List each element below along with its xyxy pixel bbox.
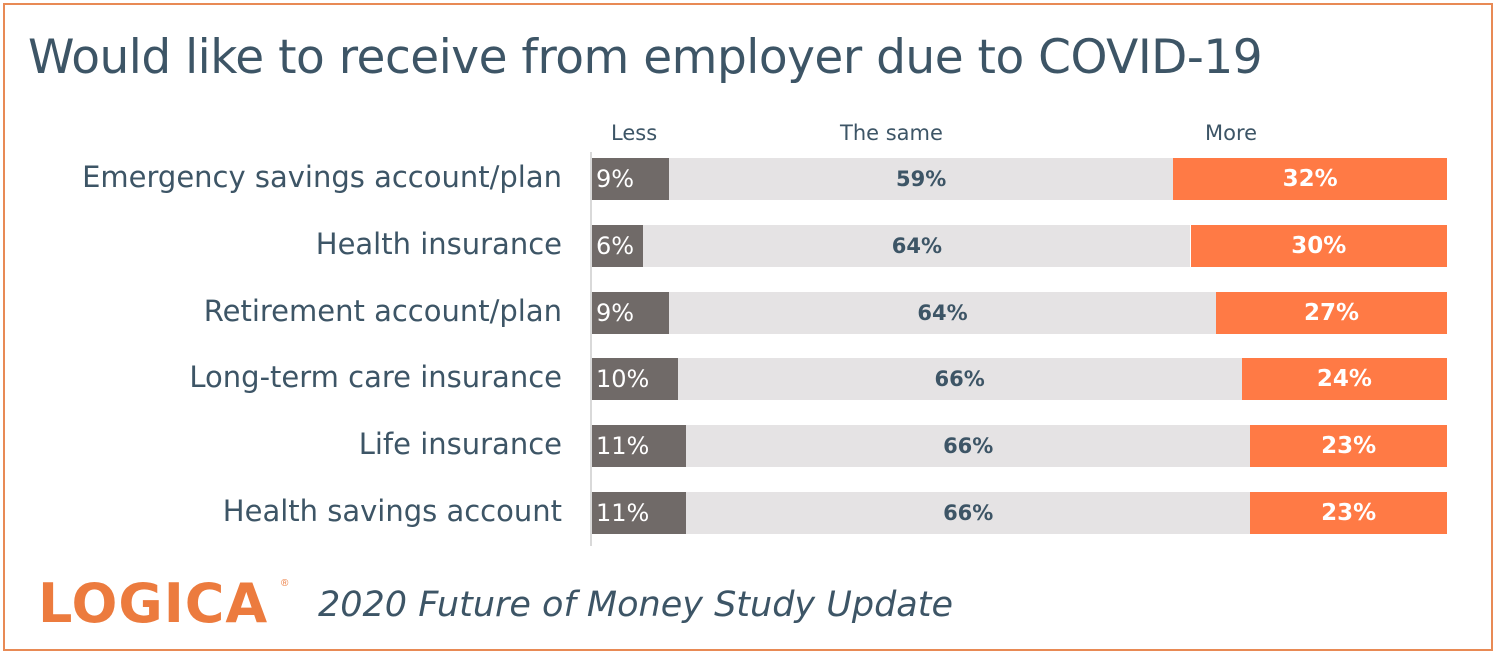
bar-more-health-savings-account: 23%	[1250, 492, 1447, 534]
bar-more-health-insurance: 30%	[1190, 224, 1447, 267]
study-title: 2020 Future of Money Study Update	[318, 585, 954, 625]
logica-logo: LOGICA	[38, 572, 269, 635]
data-label: 66%	[934, 367, 985, 392]
data-label: 30%	[1291, 232, 1347, 259]
bar-more-long-term-care-insurance: 24%	[1241, 358, 1447, 401]
registered-mark: ®	[281, 578, 289, 589]
data-label: 59%	[896, 167, 947, 191]
category-label-emergency-savings-account-plan: Emergency savings account/plan	[82, 160, 562, 194]
data-label: 9%	[596, 298, 635, 327]
bar-less-emergency-savings-account-plan: 9%	[592, 158, 669, 200]
bar-the-same-health-insurance: 64%	[643, 224, 1191, 267]
bar-the-same-long-term-care-insurance: 66%	[677, 358, 1242, 401]
legend-less: Less	[611, 121, 658, 145]
data-label: 11%	[596, 499, 650, 527]
data-label: 66%	[943, 434, 994, 459]
bar-more-life-insurance: 23%	[1250, 425, 1447, 468]
category-label-long-term-care-insurance: Long-term care insurance	[189, 360, 562, 395]
bar-less-health-savings-account: 11%	[592, 492, 687, 534]
bar-the-same-retirement-account-plan: 64%	[668, 291, 1217, 334]
chart-title: Would like to receive from employer due …	[28, 30, 1263, 85]
data-label: 64%	[891, 233, 943, 258]
data-label: 27%	[1304, 299, 1360, 326]
bar-the-same-life-insurance: 66%	[686, 425, 1251, 468]
data-label: 23%	[1321, 433, 1377, 460]
bar-less-health-insurance: 6%	[592, 224, 644, 267]
data-label: 64%	[917, 300, 968, 325]
bar-more-retirement-account-plan: 27%	[1216, 291, 1447, 334]
legend-more: More	[1205, 121, 1258, 145]
bar-less-retirement-account-plan: 9%	[592, 291, 669, 334]
bar-the-same-health-savings-account: 66%	[686, 492, 1251, 534]
data-label: 6%	[596, 231, 635, 260]
bar-the-same-emergency-savings-account-plan: 59%	[668, 158, 1174, 200]
bar-more-emergency-savings-account-plan: 32%	[1173, 158, 1447, 200]
category-label-health-savings-account: Health savings account	[222, 494, 562, 528]
data-label: 24%	[1316, 366, 1372, 393]
bar-less-long-term-care-insurance: 10%	[592, 358, 678, 401]
chart-frame	[3, 3, 1493, 651]
legend-the-same: The same	[840, 121, 943, 145]
data-label: 32%	[1282, 166, 1338, 192]
bar-less-life-insurance: 11%	[592, 425, 687, 468]
data-label: 66%	[943, 501, 994, 525]
category-label-health-insurance: Health insurance	[315, 226, 562, 261]
data-label: 11%	[596, 432, 650, 461]
category-label-retirement-account-plan: Retirement account/plan	[203, 293, 562, 328]
data-label: 23%	[1321, 500, 1377, 526]
category-label-life-insurance: Life insurance	[358, 427, 562, 462]
data-label: 10%	[596, 365, 650, 394]
data-label: 9%	[596, 165, 635, 193]
axis-line	[590, 152, 592, 546]
